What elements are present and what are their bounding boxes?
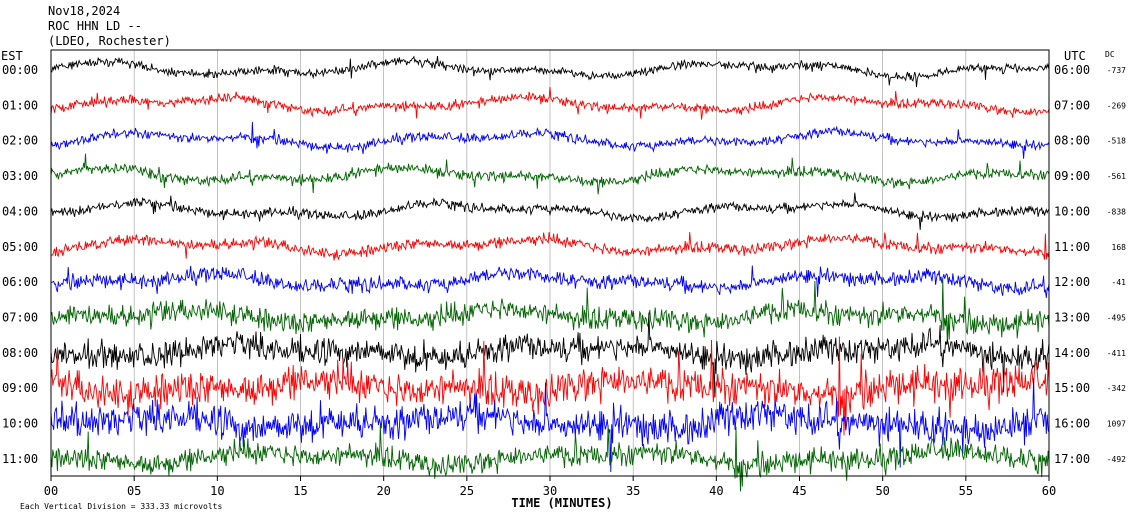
trace-0300 bbox=[50, 153, 1050, 195]
utc-label-4: 10:00 bbox=[1054, 204, 1090, 218]
est-label-6: 06:00 bbox=[2, 275, 38, 289]
x-axis-label: TIME (MINUTES) bbox=[511, 496, 612, 510]
utc-label-11: 17:00 bbox=[1054, 452, 1090, 466]
x-tick-label-10: 10 bbox=[210, 484, 224, 498]
est-label-8: 08:00 bbox=[2, 346, 38, 360]
trace-0800 bbox=[50, 312, 1050, 398]
est-label-0: 00:00 bbox=[2, 63, 38, 77]
dc-label-3: -561 bbox=[1107, 172, 1126, 181]
seismic-traces bbox=[50, 55, 1050, 492]
x-tick-label-30: 30 bbox=[543, 484, 557, 498]
est-label-10: 10:00 bbox=[2, 417, 38, 431]
x-tick-label-25: 25 bbox=[460, 484, 474, 498]
header-station: ROC HHN LD -- bbox=[48, 19, 142, 33]
x-tick-label-05: 05 bbox=[127, 484, 141, 498]
est-label-11: 11:00 bbox=[2, 452, 38, 466]
trace-0000 bbox=[50, 55, 1050, 88]
dc-label-6: -41 bbox=[1112, 278, 1127, 287]
dc-label-8: -411 bbox=[1107, 349, 1126, 358]
est-axis-label: EST bbox=[1, 49, 23, 63]
chart-labels: 00 05 10 15 20 25 30 35 40 45 50 55 60 EST UTC DC 00:00 0… bbox=[1, 49, 1126, 498]
est-label-2: 02:00 bbox=[2, 134, 38, 148]
dc-label-9: -342 bbox=[1107, 384, 1126, 393]
trace-0100 bbox=[50, 86, 1050, 120]
trace-0400 bbox=[50, 192, 1050, 230]
est-label-9: 09:00 bbox=[2, 381, 38, 395]
utc-label-10: 16:00 bbox=[1054, 417, 1090, 431]
x-tick-label-45: 45 bbox=[792, 484, 806, 498]
utc-label-2: 08:00 bbox=[1054, 134, 1090, 148]
chart-grid bbox=[133, 50, 967, 476]
est-label-7: 07:00 bbox=[2, 311, 38, 325]
est-label-3: 03:00 bbox=[2, 169, 38, 183]
x-tick-label-15: 15 bbox=[293, 484, 307, 498]
scale-note: Each Vertical Division = 333.33 microvol… bbox=[20, 502, 222, 511]
dc-label-11: -492 bbox=[1107, 455, 1126, 464]
utc-label-8: 14:00 bbox=[1054, 346, 1090, 360]
dc-axis-label: DC bbox=[1105, 50, 1115, 59]
trace-0500 bbox=[50, 231, 1050, 261]
x-tick-label-00: 00 bbox=[44, 484, 58, 498]
x-tick-label-35: 35 bbox=[626, 484, 640, 498]
utc-axis-label: UTC bbox=[1064, 49, 1086, 63]
utc-label-5: 11:00 bbox=[1054, 240, 1090, 254]
dc-label-2: -518 bbox=[1107, 137, 1126, 146]
utc-label-9: 15:00 bbox=[1054, 381, 1090, 395]
dc-label-4: -838 bbox=[1107, 207, 1126, 216]
dc-label-0: -737 bbox=[1107, 66, 1126, 75]
est-label-1: 01:00 bbox=[2, 98, 38, 112]
x-tick-label-55: 55 bbox=[959, 484, 973, 498]
trace-0200 bbox=[50, 121, 1050, 159]
utc-label-0: 06:00 bbox=[1054, 63, 1090, 77]
x-tick-label-40: 40 bbox=[709, 484, 723, 498]
dc-label-10: 1097 bbox=[1107, 420, 1126, 429]
utc-label-3: 09:00 bbox=[1054, 169, 1090, 183]
trace-0600 bbox=[50, 265, 1050, 298]
header-network: (LDEO, Rochester) bbox=[48, 34, 171, 48]
trace-0900 bbox=[50, 336, 1050, 436]
trace-0700 bbox=[50, 279, 1050, 345]
x-tick-label-60: 60 bbox=[1042, 484, 1056, 498]
est-label-5: 05:00 bbox=[2, 240, 38, 254]
dc-label-7: -495 bbox=[1107, 314, 1126, 323]
header-date: Nov18,2024 bbox=[48, 4, 121, 18]
trace-1100 bbox=[50, 425, 1050, 492]
est-label-4: 04:00 bbox=[2, 204, 38, 218]
dc-label-5: 168 bbox=[1112, 243, 1127, 252]
trace-1000 bbox=[50, 377, 1050, 473]
utc-label-6: 12:00 bbox=[1054, 275, 1090, 289]
x-tick-label-50: 50 bbox=[875, 484, 889, 498]
utc-label-1: 07:00 bbox=[1054, 98, 1090, 112]
x-tick-label-20: 20 bbox=[376, 484, 390, 498]
utc-label-7: 13:00 bbox=[1054, 311, 1090, 325]
dc-label-1: -269 bbox=[1107, 101, 1126, 110]
